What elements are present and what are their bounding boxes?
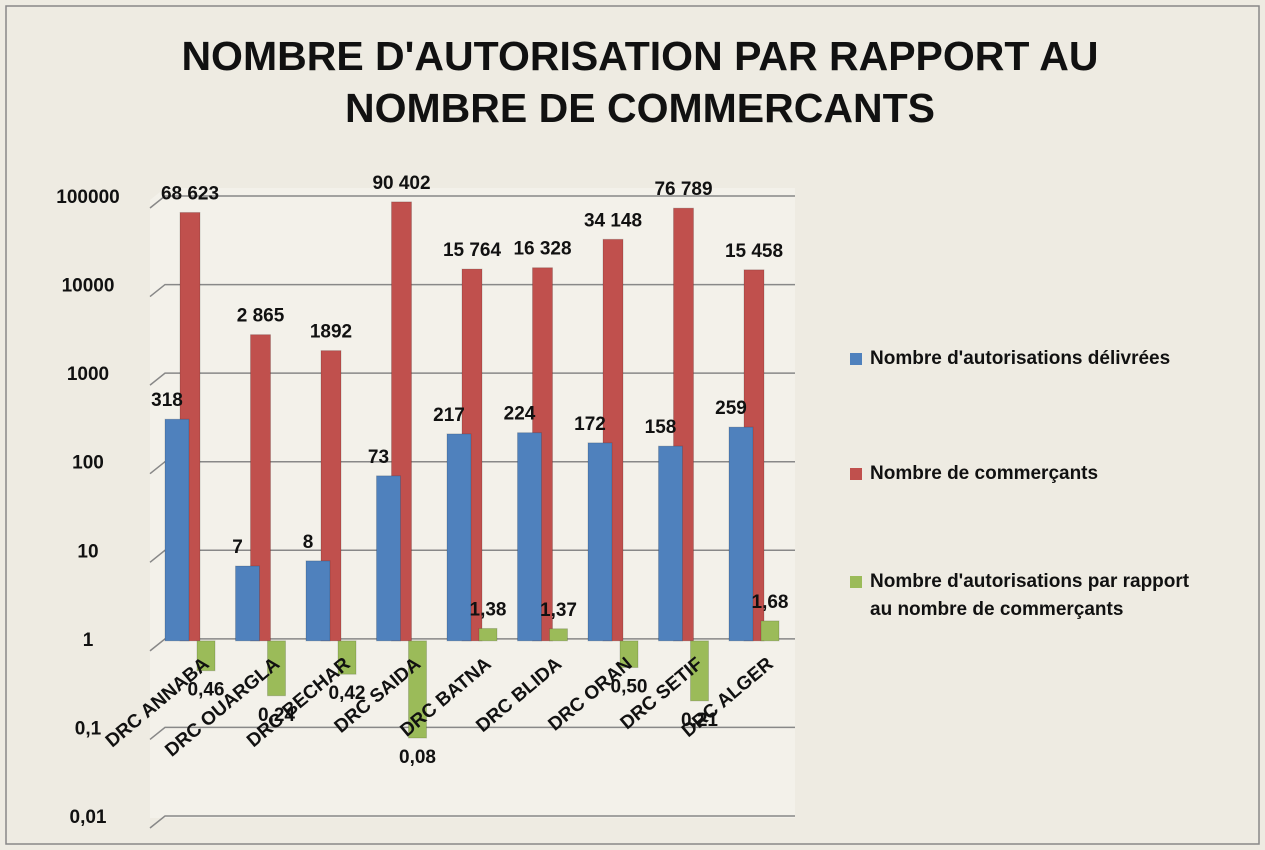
data-label: 68 623	[161, 183, 219, 204]
data-label: 1892	[310, 322, 352, 343]
bar	[305, 560, 331, 642]
legend-label: Nombre de commerçants	[870, 463, 1099, 484]
frame-border	[5, 5, 1260, 845]
bar	[549, 628, 568, 642]
data-label: 1,37	[540, 600, 577, 621]
grid-line	[149, 726, 795, 741]
bar	[196, 640, 216, 672]
y-tick-label: 1	[83, 630, 94, 651]
data-label: 0,50	[611, 677, 648, 698]
data-label: 259	[715, 398, 747, 419]
data-label: 318	[151, 390, 183, 411]
data-label: 8	[303, 532, 314, 553]
data-label: 0,46	[188, 680, 225, 701]
bar	[267, 640, 286, 697]
y-tick-label: 1000	[67, 364, 109, 385]
data-label: 0,08	[399, 747, 436, 768]
data-label: 73	[368, 447, 389, 468]
y-tick-label: 100	[72, 453, 104, 474]
legend-item: Nombre d'autorisations délivrées	[850, 345, 1260, 373]
data-label: 15 764	[443, 240, 502, 261]
grid-line	[149, 283, 795, 298]
legend-label: Nombre d'autorisations délivrées	[870, 348, 1171, 369]
data-label: 1,38	[470, 599, 507, 620]
data-label: 90 402	[372, 173, 430, 194]
bar	[690, 640, 709, 702]
legend-swatch	[850, 353, 862, 365]
data-label: 158	[645, 417, 677, 438]
legend-item: Nombre de commerçants	[850, 460, 1260, 488]
grid-line	[149, 195, 795, 209]
bar	[478, 627, 498, 642]
data-label: 34 148	[584, 210, 642, 231]
y-tick-label: 10000	[62, 276, 115, 297]
bar	[446, 433, 472, 642]
y-tick-label: 0,1	[75, 718, 102, 739]
y-tick-label: 0,01	[70, 807, 107, 828]
bar	[164, 418, 190, 642]
y-tick-label: 10	[77, 541, 98, 562]
bar	[235, 565, 260, 642]
data-label: 224	[504, 404, 536, 425]
data-label: 1,68	[752, 592, 789, 613]
data-label: 172	[574, 414, 606, 435]
grid-line	[149, 815, 795, 829]
bar	[658, 445, 683, 642]
bar	[250, 334, 271, 642]
bar	[619, 640, 639, 669]
data-label: 0,24	[258, 705, 295, 726]
bar	[408, 640, 427, 739]
data-label: 217	[433, 405, 465, 426]
data-label: 2 865	[237, 306, 285, 327]
legend-swatch	[850, 468, 862, 480]
data-label: 0,42	[329, 683, 366, 704]
bar	[587, 442, 613, 642]
chart-title: NOMBRE D'AUTORISATION PAR RAPPORT AU NOM…	[181, 33, 1099, 131]
data-label: 0,21	[681, 710, 718, 731]
grid-line	[149, 372, 795, 386]
bar	[517, 432, 542, 642]
data-label: 15 458	[725, 241, 783, 262]
data-label: 16 328	[513, 239, 571, 260]
legend-label: Nombre d'autorisations par rapport au no…	[870, 571, 1190, 620]
bar	[376, 475, 401, 642]
bar	[337, 640, 357, 675]
data-label: 76 789	[654, 179, 712, 200]
data-label: 7	[232, 537, 243, 558]
title-box: NOMBRE D'AUTORISATION PAR RAPPORT AU NOM…	[181, 33, 1099, 131]
legend-swatch	[850, 576, 862, 588]
bar	[760, 620, 780, 642]
legend-item: Nombre d'autorisations par rapport au no…	[850, 568, 1260, 624]
bar	[728, 426, 754, 642]
y-tick-label: 100000	[56, 187, 119, 208]
